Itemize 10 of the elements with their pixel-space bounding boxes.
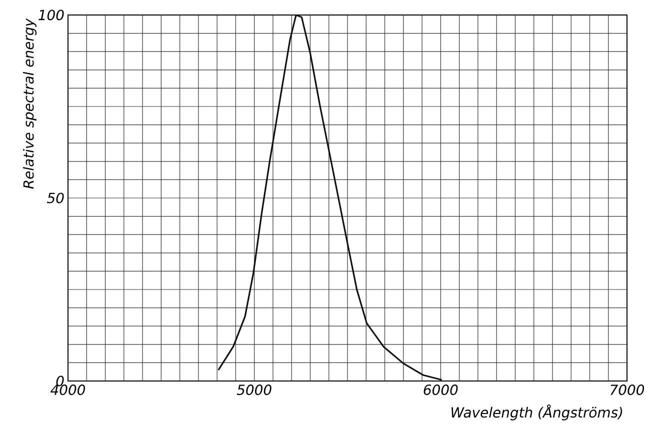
y-tick-label: 100 xyxy=(38,10,64,20)
x-axis-title: Wavelength (Ångströms) xyxy=(452,404,622,420)
x-tick-label: 5000 xyxy=(236,384,272,396)
y-axis-title: Relative spectral energy xyxy=(22,18,36,189)
y-tick-label: 50 xyxy=(47,192,64,204)
x-tick-label: 6000 xyxy=(424,384,458,396)
x-tick-label: 4000 xyxy=(50,384,86,396)
line-series xyxy=(218,14,443,381)
x-tick-label: 7000 xyxy=(610,384,644,396)
y-tick-label: 0 xyxy=(56,376,64,386)
